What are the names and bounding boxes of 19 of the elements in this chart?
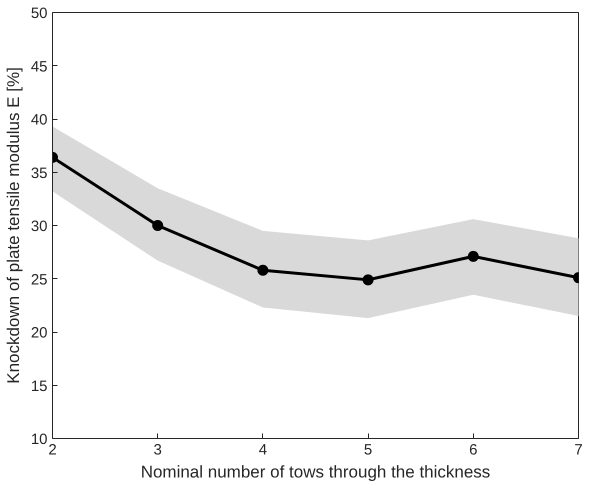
y-tick-label: 40 <box>30 112 48 128</box>
x-tick-label: 5 <box>364 442 372 458</box>
y-tick-label: 45 <box>30 58 48 76</box>
x-tick-label: 3 <box>154 442 162 458</box>
y-axis-title: Knockdown of plate tensile modulus E [%] <box>4 67 23 384</box>
y-tick-label: 20 <box>30 324 48 342</box>
point <box>362 274 374 286</box>
y-tick-label: 10 <box>30 431 48 448</box>
x-tick-label: 6 <box>469 442 478 458</box>
x-tick-label: 2 <box>48 442 57 458</box>
y-tick-label: 25 <box>30 271 48 288</box>
x-tick-label: 7 <box>574 442 583 458</box>
y-tick-label: 15 <box>30 378 48 395</box>
point <box>257 264 268 276</box>
y-tick-label: 30 <box>30 218 48 235</box>
x-tick-label: 4 <box>258 442 268 458</box>
x-axis-title: Nominal number of tows through the thickness <box>140 462 490 482</box>
y-tick-label: 50 <box>30 5 48 22</box>
y-tick-label: 35 <box>30 164 48 182</box>
